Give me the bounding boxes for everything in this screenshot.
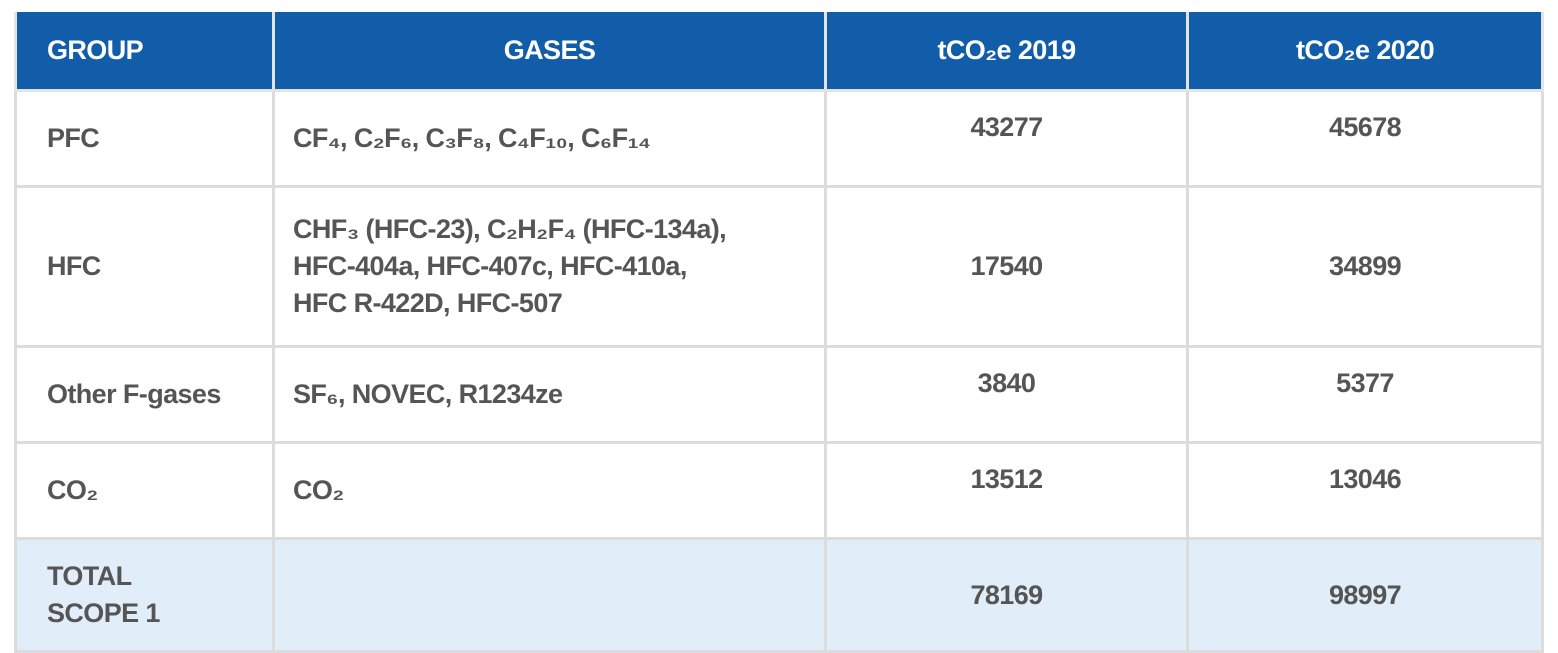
table-row: Other F-gases SF₆, NOVEC, R1234ze 3840 5377: [14, 345, 1544, 444]
value-cell: 43277: [824, 89, 1189, 188]
total-row: TOTAL SCOPE 1 78169 98997: [14, 537, 1544, 653]
group-cell: Other F-gases: [14, 345, 275, 444]
gases-line: CF₄, C₂F₆, C₃F₈, C₄F₁₀, C₆F₁₄: [293, 123, 651, 153]
emissions-table: GROUP GASES tCO₂e 2019 tCO₂e 2020 PFC CF₄, C…: [14, 12, 1544, 653]
value-cell: 34899: [1186, 185, 1544, 348]
gases-line: HFC-404a, HFC-407c, HFC-410a,: [293, 251, 687, 281]
empty-cell: [272, 537, 827, 653]
value-cell: 5377: [1186, 345, 1544, 444]
table-row: CO₂ CO₂ 13512 13046: [14, 441, 1544, 540]
gases-cell: CO₂: [272, 441, 827, 540]
header-cell: tCO₂e 2019: [824, 12, 1189, 92]
table-row: HFC CHF₃ (HFC-23), C₂H₂F₄ (HFC-134a), HFC-…: [14, 185, 1544, 348]
total-value: 78169: [824, 537, 1189, 653]
total-label: TOTAL SCOPE 1: [47, 561, 160, 628]
header-cell: GROUP: [14, 12, 275, 92]
gases-cell: SF₆, NOVEC, R1234ze: [272, 345, 827, 444]
header-row: GROUP GASES tCO₂e 2019 tCO₂e 2020: [14, 12, 1544, 92]
total-value: 98997: [1186, 537, 1544, 653]
value-cell: 3840: [824, 345, 1189, 444]
group-cell: CO₂: [14, 441, 275, 540]
value-cell: 13046: [1186, 441, 1544, 540]
value-cell: 13512: [824, 441, 1189, 540]
table-row: PFC CF₄, C₂F₆, C₃F₈, C₄F₁₀, C₆F₁₄ 43277 456…: [14, 89, 1544, 188]
header-cell: GASES: [272, 12, 827, 92]
gases-line: HFC R-422D, HFC-507: [293, 288, 563, 318]
group-cell: HFC: [14, 185, 275, 348]
header-cell: tCO₂e 2020: [1186, 12, 1544, 92]
gases-cell: CF₄, C₂F₆, C₃F₈, C₄F₁₀, C₆F₁₄: [272, 89, 827, 188]
value-cell: 45678: [1186, 89, 1544, 188]
value-cell: 17540: [824, 185, 1189, 348]
gases-line: SF₆, NOVEC, R1234ze: [293, 379, 563, 409]
group-cell: PFC: [14, 89, 275, 188]
gases-line: CO₂: [293, 475, 344, 505]
gases-line: CHF₃ (HFC-23), C₂H₂F₄ (HFC-134a),: [293, 214, 727, 244]
total-cell: TOTAL SCOPE 1: [14, 537, 275, 653]
gases-cell: CHF₃ (HFC-23), C₂H₂F₄ (HFC-134a), HFC-404…: [272, 185, 827, 348]
